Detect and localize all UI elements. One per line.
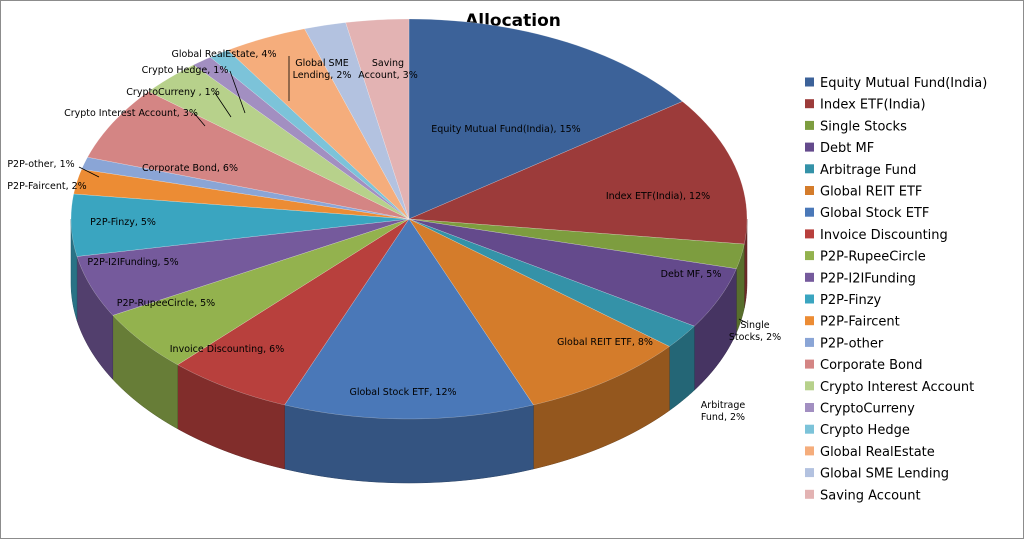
- legend-swatch-p2p-rupeecircle: [805, 251, 814, 261]
- slice-p2p-rupeecircle: [112, 218, 410, 366]
- legend-label-cryptocurreny: CryptoCurreny: [820, 402, 915, 417]
- legend-label-crypto-hedge: Crypto Hedge: [820, 423, 910, 438]
- data-label-crypto-hedge: Crypto Hedge, 1%: [142, 65, 229, 76]
- data-label-global-realestate: Global RealEstate, 4%: [172, 49, 277, 60]
- data-label-crypto-interest-account: Crypto Interest Account, 3%: [64, 108, 198, 119]
- legend-swatch-crypto-interest-account: [805, 381, 814, 391]
- pie-slices: [70, 18, 748, 420]
- slice-equity-mutual-fund-india: [408, 18, 683, 220]
- data-label-p2p-finzy: P2P-Finzy, 5%: [90, 217, 156, 228]
- legend-label-p2p-i2ifunding: P2P-I2IFunding: [820, 271, 916, 286]
- label-leader-line: [214, 92, 232, 118]
- slice-invoice-discounting: [177, 218, 410, 406]
- legend-label-index-etf-india: Index ETF(India): [820, 98, 926, 113]
- legend-label-corporate-bond: Corporate Bond: [820, 358, 922, 373]
- label-leader-line: [229, 70, 246, 114]
- slice-debt-mf: [408, 218, 737, 327]
- data-label-global-sme-lending: Global SME Lending, 2%: [293, 58, 352, 81]
- slice-index-etf-india: [408, 101, 748, 245]
- legend-label-p2p-faircent: P2P-Faircent: [820, 315, 900, 330]
- legend-swatch-single-stocks: [805, 120, 814, 130]
- data-label-cryptocurreny: CryptoCurreny , 1%: [126, 87, 219, 98]
- legend-label-p2p-finzy: P2P-Finzy: [820, 293, 882, 308]
- legend-label-global-reit-etf: Global REIT ETF: [820, 185, 922, 200]
- data-label-invoice-discounting: Invoice Discounting, 6%: [170, 344, 285, 355]
- legend-label-single-stocks: Single Stocks: [820, 119, 907, 134]
- label-leader-line: [78, 166, 100, 178]
- data-label-p2p-faircent: P2P-Faircent, 2%: [7, 181, 86, 192]
- data-label-p2p-i2ifunding: P2P-I2IFunding, 5%: [87, 257, 178, 268]
- data-label-saving-account: Saving Account, 3%: [358, 58, 417, 81]
- legend-swatch-p2p-i2ifunding: [805, 272, 814, 282]
- data-label-corporate-bond: Corporate Bond, 6%: [142, 163, 238, 174]
- legend-swatch-global-stock-etf: [805, 207, 814, 217]
- legend-swatch-saving-account: [805, 489, 814, 499]
- legend-swatch-p2p-faircent: [805, 316, 814, 326]
- legend-swatch-p2p-other: [805, 337, 814, 347]
- data-label-single-stocks: Single Stocks, 2%: [729, 320, 781, 343]
- legend-label-saving-account: Saving Account: [820, 488, 921, 503]
- legend-swatch-index-etf-india: [805, 99, 814, 109]
- data-label-global-stock-etf: Global Stock ETF, 12%: [349, 387, 456, 398]
- legend-swatch-corporate-bond: [805, 359, 814, 369]
- legend-swatch-cryptocurreny: [805, 403, 814, 412]
- slice-saving-account: [345, 18, 410, 220]
- legend-swatch-crypto-hedge: [805, 424, 814, 434]
- legend-label-debt-mf: Debt MF: [820, 141, 874, 156]
- label-leader-line: [193, 112, 206, 127]
- legend-label-equity-mutual-fund-india: Equity Mutual Fund(India): [820, 76, 987, 91]
- data-label-p2p-rupeecircle: P2P-RupeeCircle, 5%: [117, 298, 215, 309]
- slice-p2p-i2ifunding: [76, 218, 410, 316]
- data-label-arbitrage-fund: Arbitrage Fund, 2%: [701, 400, 746, 423]
- data-labels: Equity Mutual Fund(India), 15% Index ETF(…: [7, 49, 781, 423]
- pie-side-walls: [70, 219, 748, 484]
- data-label-debt-mf: Debt MF, 5%: [661, 269, 722, 280]
- legend-label-global-sme-lending: Global SME Lending: [820, 467, 949, 482]
- slice-corporate-bond: [87, 91, 410, 220]
- data-label-global-reit-etf: Global REIT ETF, 8%: [557, 337, 653, 348]
- legend-swatch-global-sme-lending: [805, 468, 814, 478]
- legend-swatch-p2p-finzy: [805, 294, 814, 304]
- legend-swatch-invoice-discounting: [805, 229, 814, 239]
- slice-global-stock-etf: [284, 218, 534, 420]
- data-label-index-etf-india: Index ETF(India), 12%: [606, 191, 710, 202]
- legend-swatch-global-reit-etf: [805, 186, 814, 195]
- slice-crypto-interest-account: [148, 64, 410, 220]
- legend-label-p2p-rupeecircle: P2P-RupeeCircle: [820, 250, 926, 265]
- label-leader-line: [738, 318, 748, 324]
- slice-p2p-finzy: [70, 193, 410, 257]
- legend-swatch-debt-mf: [805, 142, 814, 152]
- legend-label-p2p-other: P2P-other: [820, 336, 884, 351]
- data-label-p2p-other: P2P-other, 1%: [7, 159, 74, 170]
- legend-swatch-global-realestate: [805, 446, 814, 456]
- legend-label-arbitrage-fund: Arbitrage Fund: [820, 163, 916, 178]
- data-label-equity-mutual-fund-india: Equity Mutual Fund(India), 15%: [431, 124, 580, 135]
- legend-swatch-equity-mutual-fund-india: [805, 77, 814, 87]
- legend-swatch-arbitrage-fund: [805, 164, 814, 174]
- slice-global-realestate: [227, 28, 410, 220]
- legend-label-crypto-interest-account: Crypto Interest Account: [820, 380, 974, 395]
- legend: Equity Mutual Fund(India) Index ETF(India…: [805, 76, 987, 503]
- legend-label-global-realestate: Global RealEstate: [820, 445, 935, 460]
- legend-label-invoice-discounting: Invoice Discounting: [820, 228, 948, 243]
- legend-label-global-stock-etf: Global Stock ETF: [820, 206, 929, 221]
- slice-global-reit-etf: [408, 218, 670, 406]
